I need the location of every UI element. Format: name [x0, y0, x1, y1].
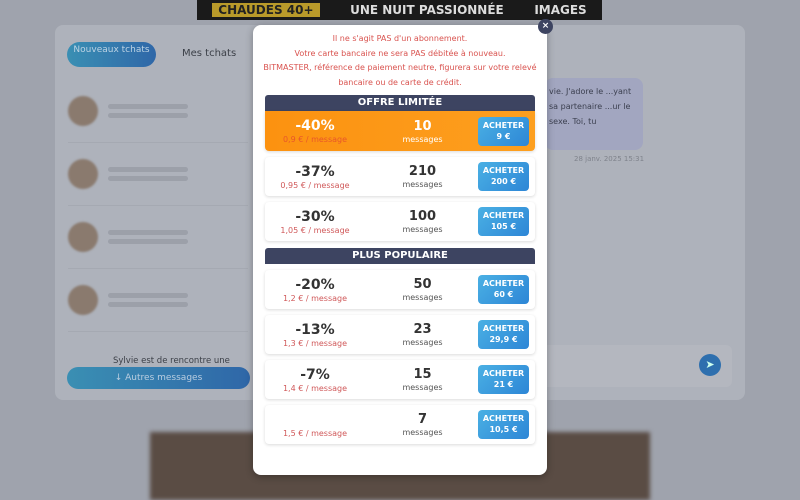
- message-count: 210: [408, 164, 437, 179]
- chat-item[interactable]: [68, 80, 248, 143]
- chat-item[interactable]: [68, 206, 248, 269]
- offer-row: -30% 1,05 € / message 100 messages ACHETER…: [265, 202, 535, 241]
- messages-label: messages: [402, 180, 443, 189]
- offer-row: -20% 1,2 € / message 50 messages ACHETER 60…: [265, 270, 535, 309]
- messages-label: messages: [402, 338, 443, 347]
- message-bubble: vie. J'adore le ...yant sa partenaire ..…: [545, 78, 643, 150]
- price-per-message: 1,4 € / message: [282, 383, 348, 393]
- price-per-message: 1,5 € / message: [282, 428, 348, 438]
- price-per-message: 1,05 € / message: [280, 225, 350, 235]
- discount: -20%: [295, 276, 335, 293]
- buy-button[interactable]: ACHETER 21 €: [478, 365, 529, 394]
- close-icon: ×: [541, 21, 550, 31]
- messages-label: messages: [402, 134, 443, 144]
- section-header: PLUS POPULAIRE: [265, 248, 535, 264]
- offer-sections: OFFRE LIMITÉE -40% 0,9 € / message 10 messa…: [253, 95, 547, 444]
- buy-price: 60 €: [493, 290, 514, 299]
- price-per-message: 1,3 € / message: [282, 338, 348, 348]
- chat-list: [68, 80, 248, 332]
- discount: -13%: [295, 321, 335, 338]
- discount: -7%: [300, 366, 330, 383]
- avatar: [68, 222, 98, 252]
- buy-label: ACHETER: [482, 324, 525, 333]
- message-count: 7: [417, 412, 428, 427]
- price-per-message: 0,95 € / message: [280, 180, 350, 190]
- messages-label: messages: [402, 428, 443, 437]
- send-button[interactable]: ➤: [699, 354, 721, 376]
- discount: -37%: [295, 163, 335, 180]
- message-count: 15: [413, 367, 432, 382]
- offer-row: -7% 1,4 € / message 15 messages ACHETER 21 …: [265, 360, 535, 399]
- more-messages-button[interactable]: ↓ Autres messages: [67, 367, 250, 389]
- buy-button[interactable]: ACHETER 105 €: [478, 207, 529, 236]
- notice-line: Il ne s'agit PAS d'un abonnement.: [332, 34, 468, 43]
- notice-line: Votre carte bancaire ne sera PAS débitée…: [294, 48, 506, 58]
- section-header: OFFRE LIMITÉE: [265, 95, 535, 111]
- purchase-modal: Il ne s'agit PAS d'un abonnement. Votre …: [253, 25, 547, 475]
- discount: [265, 412, 365, 429]
- price-per-message: 0,9 € / message: [282, 135, 348, 144]
- buy-price: 21 €: [493, 380, 514, 389]
- message-count: 10: [413, 118, 432, 134]
- buy-price: 200 €: [490, 177, 517, 186]
- avatar: [68, 159, 98, 189]
- buy-label: ACHETER: [482, 279, 525, 288]
- banner-text: UNE NUIT PASSIONNÉE: [350, 3, 504, 17]
- buy-label: ACHETER: [482, 166, 525, 175]
- buy-label: ACHETER: [482, 120, 525, 130]
- avatar: [68, 96, 98, 126]
- message-count: 100: [408, 209, 437, 224]
- chat-item[interactable]: [68, 269, 248, 332]
- avatar: [68, 285, 98, 315]
- discount: -30%: [295, 208, 335, 225]
- message-count: 50: [413, 277, 432, 292]
- notice-line: BITMASTER, référence de paiement neutre,…: [263, 63, 537, 87]
- messages-label: messages: [402, 293, 443, 302]
- chat-item[interactable]: [68, 143, 248, 206]
- messages-label: messages: [402, 383, 443, 392]
- message-count: 23: [413, 322, 432, 337]
- buy-price: 105 €: [490, 222, 517, 231]
- offer-row: 1,5 € / message 7 messages ACHETER 10,5 €: [265, 405, 535, 444]
- price-per-message: 1,2 € / message: [282, 293, 348, 303]
- close-button[interactable]: ×: [538, 19, 553, 34]
- offer-row: -40% 0,9 € / message 10 messages ACHETER 9 …: [265, 111, 535, 151]
- buy-button[interactable]: ACHETER 9 €: [478, 116, 529, 146]
- offer-row: -37% 0,95 € / message 210 messages ACHETER…: [265, 157, 535, 196]
- payment-notice: Il ne s'agit PAS d'un abonnement. Votre …: [253, 25, 547, 90]
- offer-row: -13% 1,3 € / message 23 messages ACHETER 29…: [265, 315, 535, 354]
- buy-label: ACHETER: [482, 369, 525, 378]
- buy-label: ACHETER: [482, 414, 525, 423]
- buy-button[interactable]: ACHETER 200 €: [478, 162, 529, 191]
- chat-preview[interactable]: Sylvie est de rencontre une: [113, 356, 230, 366]
- send-icon: ➤: [705, 358, 715, 371]
- buy-price: 10,5 €: [489, 425, 518, 434]
- messages-label: messages: [402, 225, 443, 234]
- buy-price: 9 €: [496, 131, 511, 141]
- discount: -40%: [295, 118, 335, 134]
- buy-button[interactable]: ACHETER 10,5 €: [478, 410, 529, 439]
- banner-text: IMAGES: [534, 3, 587, 17]
- tab-my-chats[interactable]: Mes tchats: [182, 48, 237, 59]
- buy-label: ACHETER: [482, 211, 525, 220]
- ad-banner[interactable]: CHAUDES 40+ UNE NUIT PASSIONNÉE IMAGES: [197, 0, 602, 20]
- buy-button[interactable]: ACHETER 60 €: [478, 275, 529, 304]
- buy-price: 29,9 €: [489, 335, 518, 344]
- message-date: 28 janv. 2025 15:31: [574, 155, 645, 163]
- tab-new-chats[interactable]: Nouveaux tchats: [67, 42, 156, 67]
- banner-text: CHAUDES 40+: [212, 3, 320, 17]
- buy-button[interactable]: ACHETER 29,9 €: [478, 320, 529, 349]
